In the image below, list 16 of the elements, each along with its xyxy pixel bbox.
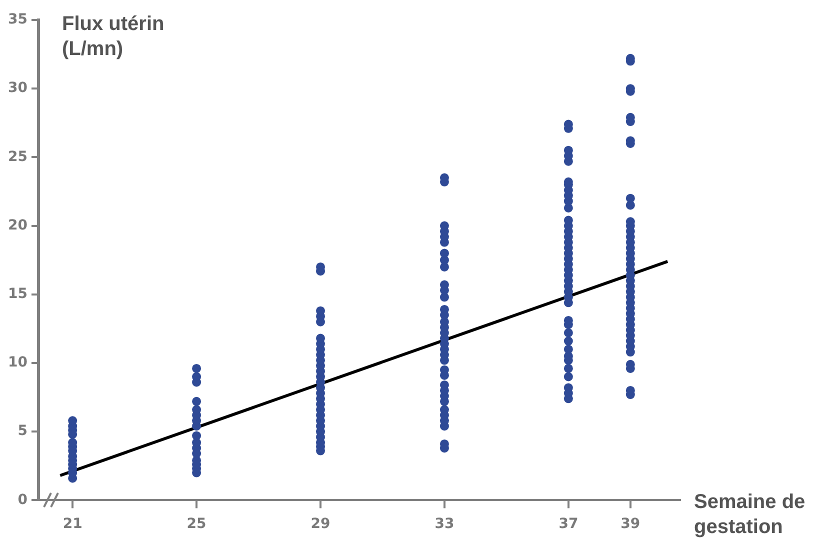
x-tick-label: 25 (186, 516, 206, 532)
x-tick-label: 37 (558, 516, 578, 532)
x-axis-title: Semaine de gestation (694, 490, 806, 540)
y-tick-label: 0 (18, 492, 28, 508)
y-tick-label: 25 (8, 148, 28, 165)
y-tick-label: 5 (18, 423, 28, 440)
y-tick-label: 30 (8, 80, 28, 96)
y-tick-label: 35 (8, 12, 28, 28)
y-tick-label: 10 (8, 354, 28, 371)
x-tick-label: 21 (62, 516, 82, 532)
x-tick-label: 29 (310, 516, 330, 532)
y-tick-label: 15 (8, 286, 28, 302)
x-tick-label: 33 (434, 516, 454, 532)
y-axis-title: Flux utérin (L/mn) (62, 12, 166, 62)
x-tick-label: 39 (620, 516, 640, 532)
y-tick-label: 20 (8, 217, 28, 234)
